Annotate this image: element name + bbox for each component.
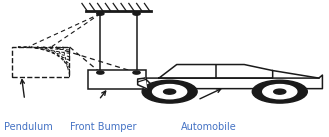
Bar xyxy=(88,70,146,89)
Polygon shape xyxy=(159,65,273,78)
Circle shape xyxy=(263,85,297,99)
Text: Pendulum: Pendulum xyxy=(4,122,52,132)
Circle shape xyxy=(133,71,140,74)
Polygon shape xyxy=(138,78,146,89)
Circle shape xyxy=(97,71,104,74)
Bar xyxy=(12,47,69,77)
Circle shape xyxy=(274,89,286,94)
Circle shape xyxy=(252,80,307,103)
Polygon shape xyxy=(145,75,322,89)
Text: Automobile: Automobile xyxy=(181,122,237,132)
Text: Front Bumper: Front Bumper xyxy=(70,122,137,132)
Circle shape xyxy=(133,12,140,15)
Circle shape xyxy=(164,89,176,94)
Circle shape xyxy=(142,80,197,103)
Circle shape xyxy=(153,85,187,99)
Circle shape xyxy=(97,12,104,15)
